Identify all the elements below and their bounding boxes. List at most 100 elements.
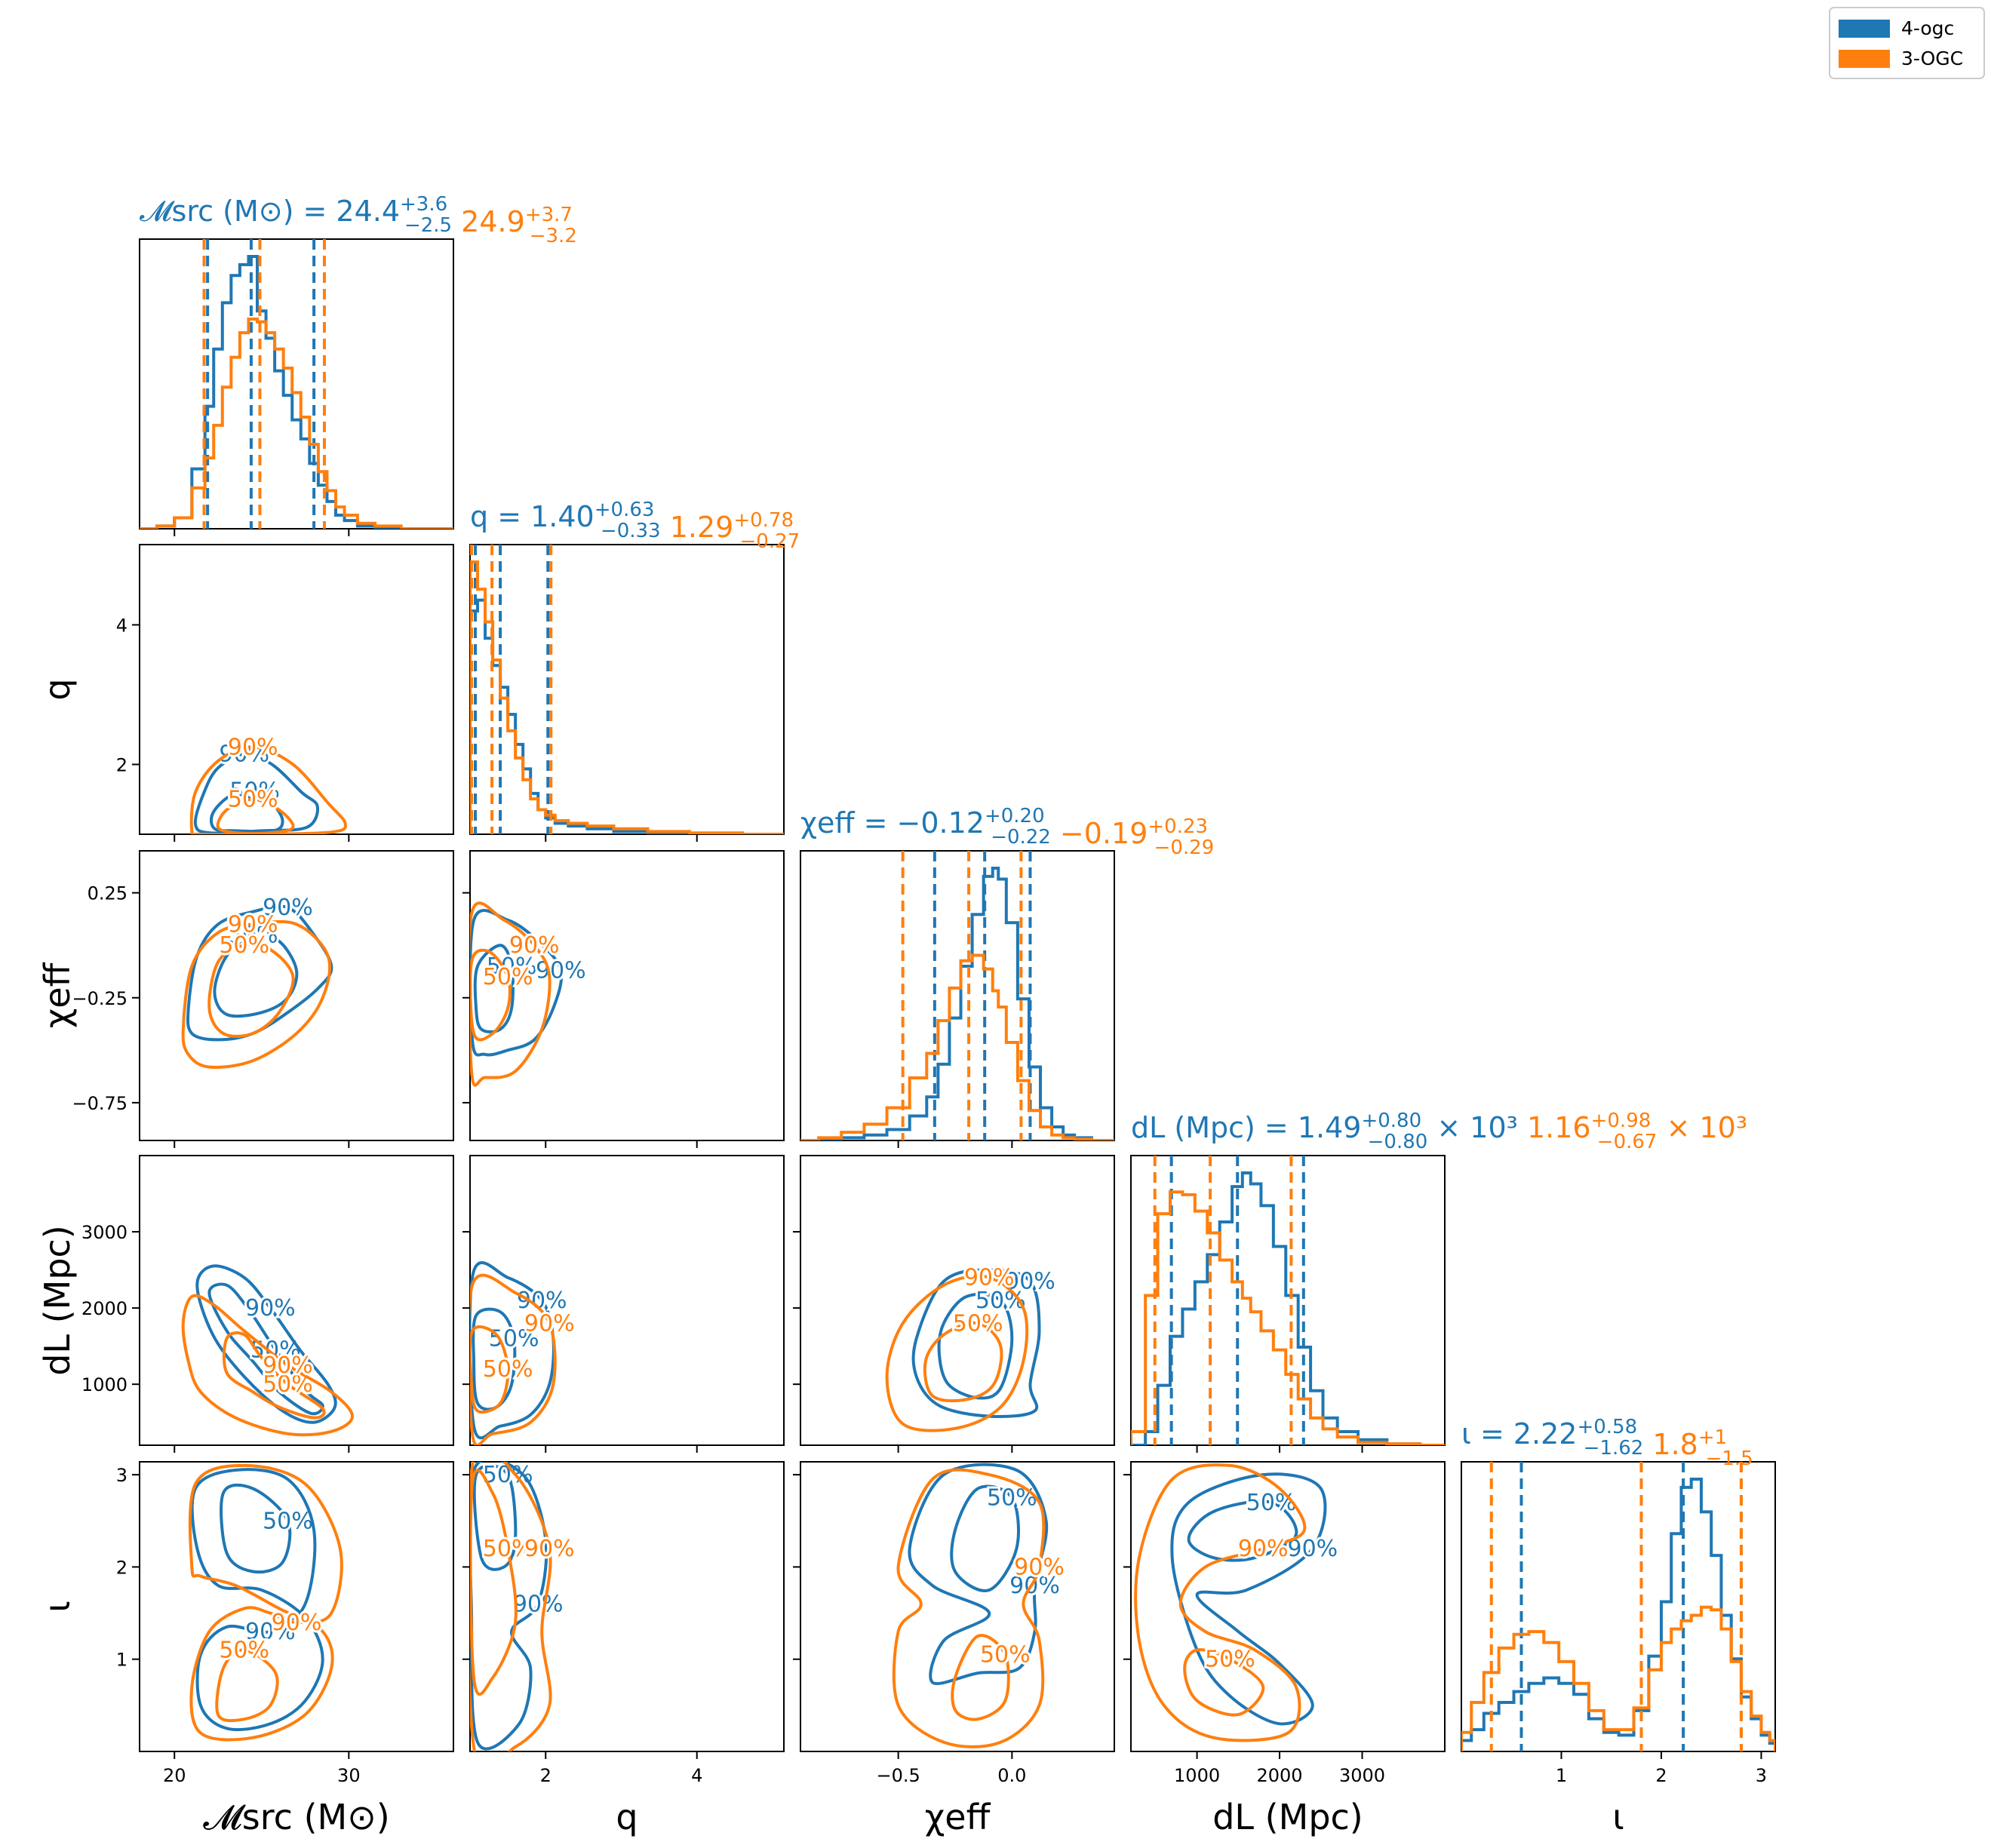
legend-swatch [1839, 50, 1890, 68]
x-axis-label-distance: dL (Mpc) [1212, 1797, 1363, 1837]
contour-label: 90% [509, 932, 560, 959]
panel-frame [800, 1461, 1115, 1752]
title-plus: +0.20 [985, 805, 1045, 827]
panel-frame [469, 850, 785, 1141]
panel-distance-mchirp: 50%90%50%90% 1000 2000 3000 [81, 1155, 454, 1453]
contour-50% [473, 944, 515, 1034]
panel-content [1461, 1462, 1775, 1751]
panel-title: 𝓜src (M⊙) = 24.4+3.6 −2.5 24.9+3.7 −3.2 [140, 193, 577, 247]
panel-title: q = 1.40+0.63 −0.33 1.29+0.78 −0.27 [470, 499, 800, 553]
contour-label: 90% [1287, 1536, 1338, 1562]
contour-label: 90% [219, 741, 269, 768]
contour-90% [470, 901, 552, 1087]
x-tick-label: 3 [1756, 1765, 1767, 1786]
title-minus: −0.29 [1154, 837, 1215, 859]
contour-50% [472, 1307, 517, 1411]
y-tick-label: 3 [116, 1465, 128, 1486]
contour-50% [216, 797, 295, 834]
y-axis-label-inclination: ι [37, 1601, 78, 1613]
contour-label: 50% [487, 953, 537, 980]
panel-frame [1461, 1461, 1776, 1752]
title-plus: +0.58 [1577, 1416, 1637, 1438]
contour-90% [186, 904, 333, 1042]
contour-90% [911, 1268, 1041, 1418]
contour-label: 90% [524, 1536, 575, 1562]
title-plus: +0.80 [1361, 1110, 1421, 1132]
y-axis-label-chi_eff: χeff [37, 962, 78, 1028]
contour-label: 50% [980, 1642, 1031, 1668]
x-tick-label: 2000 [1257, 1765, 1303, 1786]
contour-label: 50% [953, 1310, 1003, 1337]
title-minus: −0.27 [740, 530, 800, 553]
x-axis-label-q: q [616, 1797, 638, 1837]
contour-50% [951, 1634, 1010, 1721]
legend-label: 4-ogc [1901, 17, 1954, 39]
panel-frame [139, 544, 454, 835]
panel-inclination-q: 50%90%50%90% 2 4 [462, 1461, 785, 1786]
title-minus: −1.62 [1584, 1437, 1644, 1460]
panel-frame [1130, 1155, 1446, 1446]
histogram-3-OGC [470, 560, 784, 834]
contour-label: 50% [483, 1356, 533, 1383]
title-minus: −0.33 [601, 520, 661, 542]
contour-50% [207, 1282, 324, 1416]
contour-50% [207, 942, 295, 1038]
contour-90% [181, 1294, 355, 1437]
contour-label: 50% [219, 1637, 269, 1663]
contour-50% [470, 1469, 518, 1696]
panel-content [140, 239, 453, 529]
title-text: q = [470, 500, 530, 533]
panel-content: 50%90%50%90% [189, 732, 347, 834]
title-plus: +0.78 [733, 509, 794, 532]
x-axis-label-inclination: ι [1612, 1797, 1624, 1837]
panel-title: ι = 2.22+0.58 −1.62 1.8+1 −1.5 [1461, 1416, 1753, 1470]
y-tick-label: 1000 [81, 1374, 128, 1395]
panel-inclination-distance: 50% 90% 50% 90% 1000 2000 3000 [1123, 1461, 1446, 1786]
histogram-3-OGC [1131, 1190, 1445, 1445]
title-minus: −1.5 [1706, 1447, 1753, 1470]
title-plus: +0.23 [1148, 815, 1208, 838]
contour-90% [1134, 1463, 1307, 1742]
title-minus: −0.80 [1368, 1131, 1428, 1153]
contour-label: 90% [964, 1265, 1015, 1291]
panel-inclination-inclination: ι = 2.22+0.58 −1.62 1.8+1 −1.5 1 2 3 [1461, 1416, 1776, 1786]
x-axis-label-chi_eff: χeff [925, 1797, 991, 1837]
contour-90% [189, 745, 347, 834]
contour-90% [195, 1264, 337, 1424]
contour-label: 90% [272, 1610, 322, 1636]
panel-frame [800, 850, 1115, 1141]
panel-distance-distance: dL (Mpc) = 1.49+0.80 −0.80 × 10³ 1.16+0.9… [1130, 1110, 1747, 1453]
y-tick-label: 1 [116, 1650, 128, 1671]
panel-content [470, 545, 784, 834]
panel-frame [800, 1155, 1115, 1446]
contour-label: 50% [987, 1485, 1037, 1512]
title-text: 1.40 [530, 500, 595, 533]
contour-label: 50% [219, 932, 269, 959]
x-tick-label: 1 [1556, 1765, 1567, 1786]
title-text: 1.29 [661, 511, 734, 544]
contour-50% [950, 1484, 1020, 1592]
contour-label: 50% [1205, 1647, 1255, 1673]
x-tick-label: 2 [540, 1765, 552, 1786]
contour-50% [470, 1325, 510, 1414]
contour-label: 90% [1014, 1554, 1065, 1580]
contour-90% [892, 1468, 1046, 1748]
title-minus: −3.2 [530, 225, 577, 247]
contour-label: 50% [483, 1536, 533, 1562]
panel-content [800, 851, 1114, 1140]
panel-distance-chi_eff: 50%90%50%90% [793, 1155, 1115, 1453]
panel-inclination-chi_eff: 50% 90% 50% 90% −0.5 0.0 [793, 1461, 1115, 1786]
contour-90% [470, 1273, 557, 1445]
x-tick-label: 1000 [1174, 1765, 1220, 1786]
contour-90% [188, 1463, 343, 1742]
panel-content: 50%90%50%90% [470, 1462, 577, 1751]
contour-90% [181, 919, 331, 1069]
y-tick-label: 3000 [81, 1222, 128, 1243]
panel-content: 50%90%50%90% [470, 1261, 577, 1445]
contour-50% [1187, 1500, 1298, 1562]
title-plus: +3.6 [400, 193, 447, 216]
legend: 4-ogc 3-OGC [1829, 7, 1985, 79]
x-tick-label: 4 [691, 1765, 702, 1786]
panel-mchirp-mchirp: 𝓜src (M⊙) = 24.4+3.6 −2.5 24.9+3.7 −3.2 [139, 193, 577, 536]
